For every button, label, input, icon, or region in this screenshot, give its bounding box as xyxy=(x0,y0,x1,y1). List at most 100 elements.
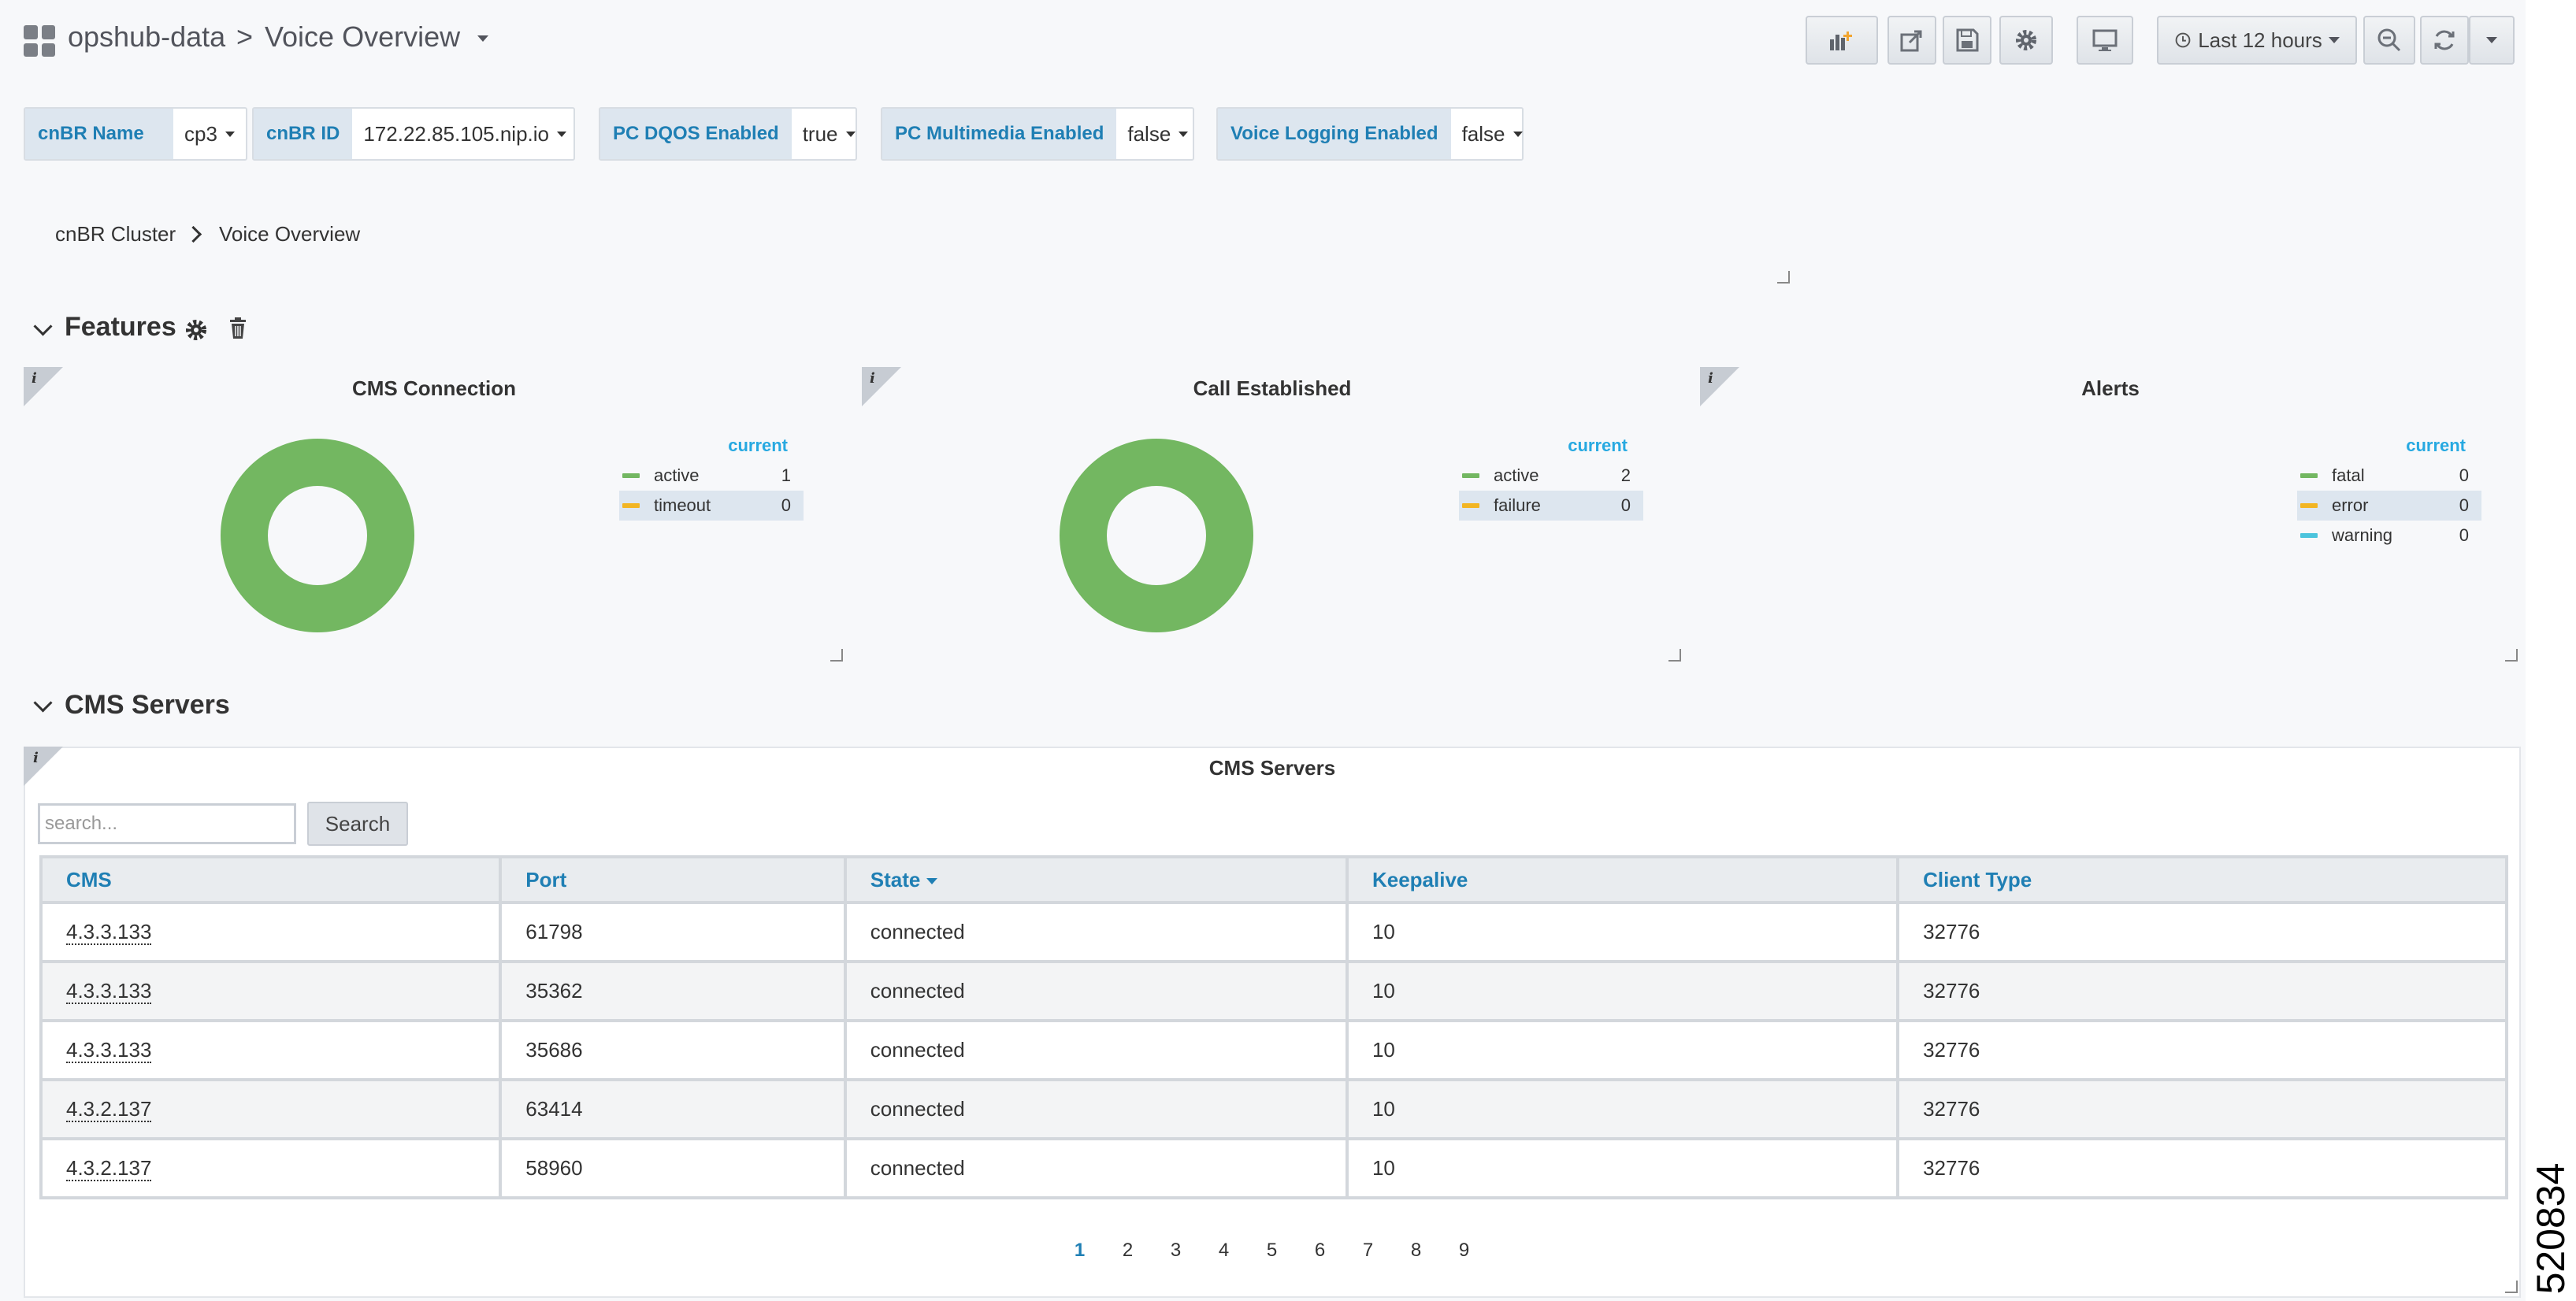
variable-value-dropdown[interactable]: 172.22.85.105.nip.io xyxy=(352,109,577,159)
legend-swatch xyxy=(2300,533,2318,538)
save-button[interactable] xyxy=(1943,16,1991,65)
page-link-7[interactable]: 7 xyxy=(1362,1240,1374,1261)
dashboard-title-text: Voice Overview xyxy=(265,20,461,53)
dashboard-folder-link[interactable]: opshub-data xyxy=(68,20,226,53)
page-link-1[interactable]: 1 xyxy=(1074,1240,1086,1261)
legend-value: 1 xyxy=(781,465,791,485)
table-cell: 35362 xyxy=(499,960,847,1022)
legend-header[interactable]: current xyxy=(2406,436,2466,455)
panel-title-cms-servers[interactable]: CMS Servers xyxy=(1208,756,1336,780)
variable-label: PC Multimedia Enabled xyxy=(882,109,1117,159)
panel-info-corner[interactable] xyxy=(1700,367,1739,406)
row-title-features[interactable]: Features xyxy=(65,312,176,342)
legend-swatch xyxy=(1462,503,1479,508)
legend-item-active[interactable]: active 1 xyxy=(619,461,804,491)
panel-resize-handle[interactable] xyxy=(2505,1281,2518,1293)
view-mode-button[interactable] xyxy=(2077,16,2133,65)
variable-value: false xyxy=(1127,121,1171,146)
cms-link[interactable]: 4.3.2.137 xyxy=(66,1097,152,1122)
legend-item-timeout[interactable]: timeout 0 xyxy=(619,491,804,521)
time-range-picker[interactable]: Last 12 hours xyxy=(2157,16,2357,65)
breadcrumb-parent-link[interactable]: cnBR Cluster xyxy=(55,222,176,246)
zoom-out-button[interactable] xyxy=(2363,16,2415,65)
table-row: 4.3.2.137 63414 connected 10 32776 xyxy=(39,1078,2508,1140)
cms-link[interactable]: 4.3.3.133 xyxy=(66,920,152,945)
legend-item-error[interactable]: error 0 xyxy=(2297,491,2481,521)
panel-title-cms-connection[interactable]: CMS Connection xyxy=(352,376,516,400)
panel-resize-handle[interactable] xyxy=(2505,649,2518,662)
time-range-label: Last 12 hours xyxy=(2198,28,2322,52)
search-input[interactable] xyxy=(38,803,296,844)
variable-value-dropdown[interactable]: true xyxy=(792,109,867,159)
collapse-row-icon[interactable] xyxy=(33,317,53,336)
panel-resize-handle[interactable] xyxy=(830,649,843,662)
variable-value: false xyxy=(1461,121,1505,146)
cms-link[interactable]: 4.3.2.137 xyxy=(66,1156,152,1181)
chevron-down-icon xyxy=(1179,131,1189,137)
legend-item-failure[interactable]: failure 0 xyxy=(1459,491,1643,521)
legend-item-warning[interactable]: warning 0 xyxy=(2297,521,2481,550)
legend-swatch xyxy=(2300,503,2318,508)
table-cell: 10 xyxy=(1345,960,1900,1022)
table-cell: 63414 xyxy=(499,1078,847,1140)
row-delete-button[interactable] xyxy=(227,317,249,340)
legend-value: 0 xyxy=(1620,495,1631,515)
legend-header[interactable]: current xyxy=(728,436,788,455)
table-cell: 10 xyxy=(1345,901,1900,963)
row-settings-button[interactable] xyxy=(183,317,210,343)
panel-resize-handle[interactable] xyxy=(1777,271,1790,284)
variable-pc-multimedia-enabled[interactable]: PC Multimedia Enabled false xyxy=(881,107,1194,161)
chevron-down-icon xyxy=(2328,37,2340,43)
column-header-keepalive[interactable]: Keepalive xyxy=(1345,855,1900,904)
variable-value-dropdown[interactable]: cp3 xyxy=(173,109,246,159)
variable-cnbr-name[interactable]: cnBR Name cp3 xyxy=(24,107,247,161)
legend-item-active[interactable]: active 2 xyxy=(1459,461,1643,491)
page-link-6[interactable]: 6 xyxy=(1314,1240,1326,1261)
share-button[interactable] xyxy=(1887,16,1936,65)
refresh-icon xyxy=(2434,30,2455,50)
panel-title-alerts[interactable]: Alerts xyxy=(2081,376,2140,400)
variable-value-dropdown[interactable]: false xyxy=(1451,109,1534,159)
page-link-4[interactable]: 4 xyxy=(1218,1240,1230,1261)
row-title-cms-servers[interactable]: CMS Servers xyxy=(65,690,230,720)
chevron-down-icon xyxy=(845,131,856,137)
page-link-9[interactable]: 9 xyxy=(1458,1240,1470,1261)
panel-info-corner[interactable] xyxy=(862,367,901,406)
table-cell: 32776 xyxy=(1896,1137,2508,1199)
table-row: 4.3.3.133 61798 connected 10 32776 xyxy=(39,901,2508,963)
search-button[interactable]: Search xyxy=(307,802,408,846)
legend-item-fatal[interactable]: fatal 0 xyxy=(2297,461,2481,491)
panel-resize-handle[interactable] xyxy=(1668,649,1681,662)
page-link-2[interactable]: 2 xyxy=(1122,1240,1134,1261)
page-link-5[interactable]: 5 xyxy=(1266,1240,1278,1261)
legend-name: active xyxy=(654,465,700,485)
column-header-port[interactable]: Port xyxy=(499,855,847,904)
panel-info-corner[interactable] xyxy=(24,367,63,406)
cms-link[interactable]: 4.3.3.133 xyxy=(66,1038,152,1063)
table-cell: 32776 xyxy=(1896,960,2508,1022)
collapse-row-icon[interactable] xyxy=(33,693,53,713)
gear-icon xyxy=(2016,30,2036,50)
column-header-cms[interactable]: CMS xyxy=(39,855,503,904)
add-panel-button[interactable] xyxy=(1806,16,1878,65)
dashboards-grid-icon[interactable] xyxy=(24,25,55,57)
cms-link[interactable]: 4.3.3.133 xyxy=(66,979,152,1004)
variable-voice-logging-enabled[interactable]: Voice Logging Enabled false xyxy=(1216,107,1524,161)
table-row: 4.3.3.133 35362 connected 10 32776 xyxy=(39,960,2508,1022)
panel-title-call-established[interactable]: Call Established xyxy=(1193,376,1352,400)
variable-pc-dqos-enabled[interactable]: PC DQOS Enabled true xyxy=(599,107,857,161)
variable-cnbr-id[interactable]: cnBR ID 172.22.85.105.nip.io xyxy=(252,107,575,161)
dashboard-title[interactable]: Voice Overview xyxy=(265,20,489,54)
panel-info-corner[interactable] xyxy=(24,747,63,786)
legend-header[interactable]: current xyxy=(1568,436,1628,455)
variable-value-dropdown[interactable]: false xyxy=(1116,109,1199,159)
column-header-client-type[interactable]: Client Type xyxy=(1896,855,2508,904)
refresh-interval-dropdown[interactable] xyxy=(2469,16,2515,65)
table-cell: 10 xyxy=(1345,1137,1900,1199)
refresh-button[interactable] xyxy=(2420,16,2469,65)
legend-value: 0 xyxy=(2459,525,2469,545)
page-link-8[interactable]: 8 xyxy=(1410,1240,1422,1261)
page-link-3[interactable]: 3 xyxy=(1170,1240,1182,1261)
column-header-state[interactable]: State xyxy=(843,855,1349,904)
settings-button[interactable] xyxy=(1999,16,2053,65)
